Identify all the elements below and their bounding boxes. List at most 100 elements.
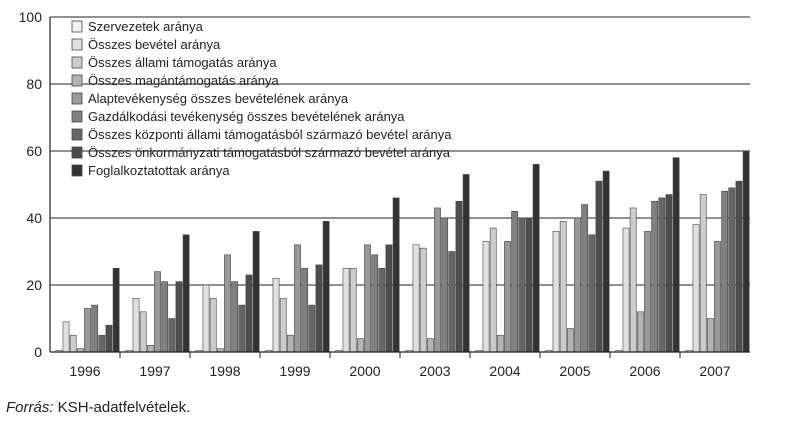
x-tick-label: 1996 <box>69 363 100 379</box>
bar-2003-s2 <box>412 244 420 353</box>
bar-2004-s2 <box>482 241 490 353</box>
x-axis-ticks: 1996 1997 1998 1999 2000 2003 2004 2005 2006 2007 <box>69 352 731 379</box>
bar-2005-s3 <box>559 221 567 353</box>
legend-entry: Összes központi állami támogatásból szár… <box>88 127 452 142</box>
source-note: Forrás: KSH-adatfelvételek. <box>6 399 190 416</box>
source-label: Forrás: <box>6 399 54 416</box>
legend-swatch <box>71 128 83 141</box>
source-text: KSH-adatfelvételek. <box>53 399 191 416</box>
x-tick-label: 1997 <box>139 363 170 379</box>
bar-1999-s7 <box>308 304 316 353</box>
legend-entry: Szervezetek aránya <box>88 19 204 34</box>
bar-2007-s4 <box>706 318 714 353</box>
legend-swatch <box>71 20 83 33</box>
legend-entry: Összes önkormányzati támogatásból szárma… <box>88 145 451 160</box>
bar-2003-s5 <box>434 207 441 353</box>
legend-swatch <box>71 164 83 177</box>
bar-1997-s8 <box>175 281 183 353</box>
bar-2000-s3 <box>349 267 357 353</box>
bar-2003-s6 <box>441 217 449 353</box>
x-tick-label: 2004 <box>489 363 520 379</box>
bar-2005-s5 <box>574 217 581 353</box>
bar-2007-s5 <box>714 241 721 353</box>
bar-1999-s4 <box>286 334 294 353</box>
y-tick-label: 100 <box>19 9 43 25</box>
bar-2006-s8 <box>665 194 673 353</box>
bar-1996-s2 <box>62 321 70 353</box>
bar-2004-s8 <box>525 217 533 353</box>
y-tick-label: 20 <box>26 277 42 293</box>
legend-swatch <box>71 110 83 123</box>
y-tick-label: 80 <box>26 76 42 92</box>
bar-2005-s4 <box>566 328 574 353</box>
x-tick-label: 2003 <box>419 363 450 379</box>
bar-2005-s9 <box>602 170 610 353</box>
bar-2004-s9 <box>532 164 540 353</box>
bar-1999-s8 <box>315 264 323 353</box>
bar-2000-s6 <box>371 254 379 353</box>
bar-1997-s6 <box>161 281 169 353</box>
bar-2000-s9 <box>392 197 400 353</box>
legend-swatch <box>71 92 83 105</box>
y-tick-label: 60 <box>26 143 42 159</box>
x-tick-label: 1998 <box>209 363 240 379</box>
legend-entry: Foglalkoztatottak aránya <box>88 163 230 178</box>
x-tick-label: 2005 <box>559 363 590 379</box>
bars <box>55 150 750 353</box>
y-tick-label: 0 <box>34 344 42 360</box>
bar-2007-s2 <box>692 224 700 353</box>
bar-1998-s9 <box>252 231 260 353</box>
legend: Szervezetek aránya Összes bevétel aránya Ö… <box>71 19 452 178</box>
bar-2004-s6 <box>511 211 519 353</box>
legend-entry: Gazdálkodási tevékenység összes bevételé… <box>88 109 405 124</box>
bar-1997-s4 <box>146 344 154 353</box>
bar-1996-s8 <box>105 324 113 353</box>
bar-1999-s9 <box>322 221 330 353</box>
x-tick-label: 2006 <box>629 363 660 379</box>
bar-1998-s2 <box>202 284 210 353</box>
bar-2003-s7 <box>448 251 456 353</box>
bar-1998-s8 <box>245 274 253 353</box>
bar-2007-s8 <box>735 180 743 353</box>
bar-2000-s8 <box>385 244 393 353</box>
bar-2006-s6 <box>651 200 659 353</box>
x-tick-label: 2000 <box>349 363 380 379</box>
bar-1996-s3 <box>69 334 77 353</box>
bar-2000-s4 <box>356 338 364 353</box>
legend-entry: Összes bevétel aránya <box>88 37 221 52</box>
bar-2006-s5 <box>644 231 651 353</box>
bar-1996-s6 <box>91 304 99 353</box>
legend-swatch <box>71 74 83 87</box>
y-tick-label: 40 <box>26 210 42 226</box>
bar-2005-s8 <box>595 180 603 353</box>
bar-1999-s3 <box>279 298 287 353</box>
bar-1998-s5 <box>224 254 231 353</box>
bar-1999-s5 <box>294 244 301 353</box>
bar-1997-s2 <box>132 298 140 353</box>
legend-entry: Összes állami támogatás aránya <box>88 55 277 70</box>
bar-2000-s7 <box>378 267 386 353</box>
y-axis-ticks: 0 20 40 60 80 100 <box>19 9 43 360</box>
bar-2003-s3 <box>419 247 427 353</box>
bar-2005-s6 <box>581 204 589 353</box>
bar-1996-s9 <box>112 267 120 353</box>
x-tick-label: 1999 <box>279 363 310 379</box>
bar-2007-s3 <box>699 194 707 353</box>
bar-2007-s9 <box>742 150 750 353</box>
bar-2007-s6 <box>721 190 729 353</box>
legend-entry: Alaptevékenység összes bevételének arány… <box>88 91 349 106</box>
bar-2000-s2 <box>342 267 350 353</box>
bar-2000-s5 <box>364 244 371 353</box>
bar-2003-s4 <box>426 338 434 353</box>
legend-entry: Összes magántámogatás aránya <box>88 73 280 88</box>
bar-1998-s7 <box>238 304 246 353</box>
bar-2006-s9 <box>672 157 680 353</box>
bar-2006-s3 <box>629 207 637 353</box>
bar-2006-s7 <box>658 197 666 353</box>
bar-1996-s7 <box>98 334 106 353</box>
bar-2006-s4 <box>636 311 644 353</box>
legend-swatch <box>71 146 83 159</box>
bar-2004-s3 <box>489 227 497 353</box>
bar-2004-s4 <box>496 334 504 353</box>
